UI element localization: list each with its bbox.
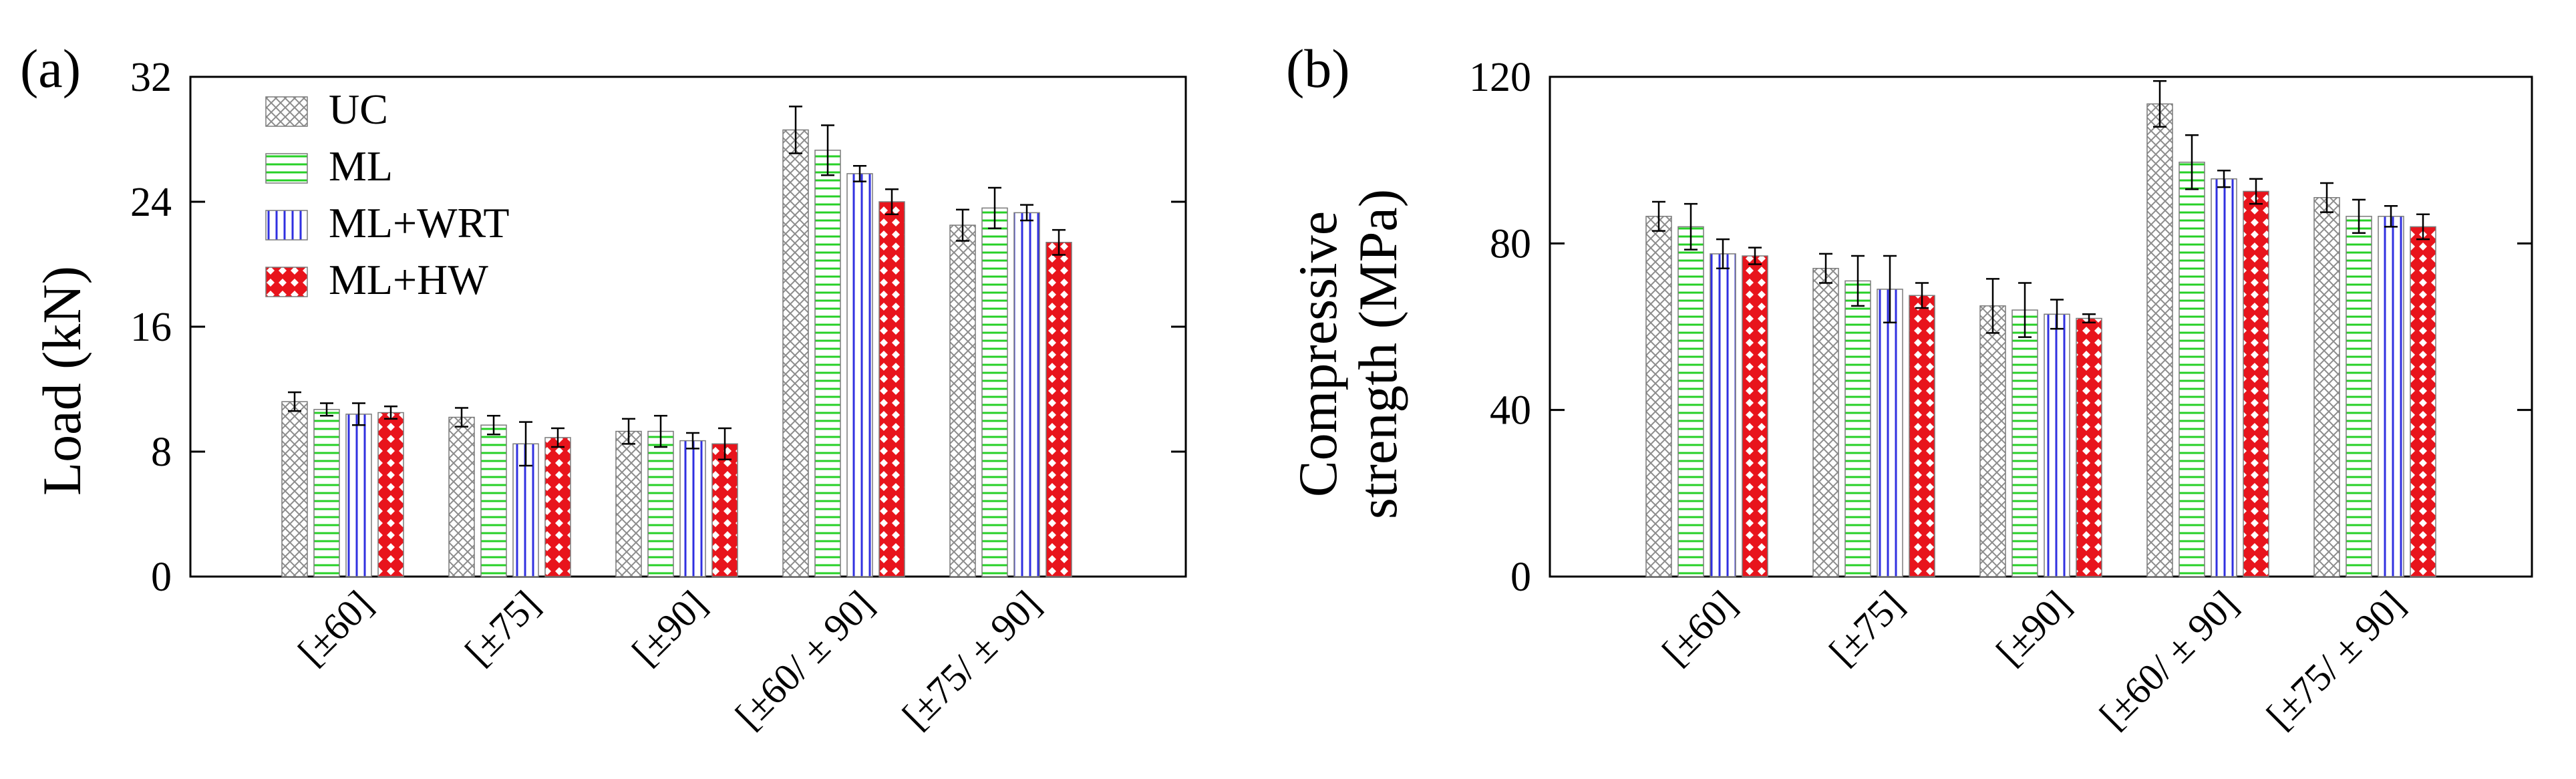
legend-label: UC [329,86,388,133]
y-axis-title-b-line1: Compressive [1287,211,1348,497]
y-tick-label: 40 [1490,388,1531,434]
legend: UC ML ML+WRT ML+HW [265,86,509,303]
panel-b: (b) Compressive strength (MPa) 04080120 … [1286,38,2533,737]
bar-ml-wrt-4 [2378,216,2404,577]
bar-ml-wrt-0 [1710,253,1736,577]
bar-ml-hw-4 [1045,242,1072,577]
x-category-label: [±90] [1987,582,2079,673]
bar-ml-hw-2 [2076,317,2102,577]
legend-label: ML [329,142,393,190]
bar-ml-2 [647,430,674,577]
y-tick-label: 24 [130,180,172,225]
x-category-label: [±75] [1820,582,1912,673]
bar-ml-2 [2011,309,2038,577]
y-axis-title-a: Load (kN) [31,266,92,496]
bar-ml-hw-4 [2410,226,2436,577]
y-tick-label: 16 [130,305,172,350]
x-category-label: [±60] [1653,582,1745,673]
bar-uc-3 [782,129,809,577]
x-category-label: [±90] [623,582,715,673]
plot-frame-b [1549,75,2533,578]
bar-ml-0 [313,409,340,577]
x-category-label: [±60/ ± 90] [727,582,882,737]
bar-uc-2 [615,430,642,577]
x-category-label: [±75/ ± 90] [2258,582,2413,737]
bar-ml-hw-3 [2243,190,2269,577]
bar-uc-3 [2146,103,2173,577]
bar-uc-0 [1645,216,1672,577]
y-tick-label: 80 [1490,221,1531,267]
bar-uc-1 [1812,267,1839,577]
panel-label-a: (a) [20,38,81,99]
bar-ml-4 [2346,216,2372,577]
y-ticks-a: 0 8 16 24 32 [130,55,1186,600]
bar-ml-3 [2179,162,2205,577]
x-category-label: [±60] [289,582,381,673]
y-tick-label: 0 [1510,555,1531,600]
bar-ml-hw-3 [878,201,905,577]
bar-ml-wrt-1 [512,443,539,577]
bar-ml-wrt-3 [2211,178,2237,577]
bar-ml-wrt-2 [679,440,706,577]
x-categories-a: [±60] [±75] [±90] [±60/ ± 90] [±75/ ± 90] [289,582,1049,737]
bar-uc-2 [1979,305,2006,577]
y-tick-label: 8 [151,430,172,475]
y-tick-label: 32 [130,55,172,100]
bar-uc-4 [949,224,976,577]
bars-b [1645,80,2436,577]
bar-ml-hw-0 [1742,255,1768,577]
bar-ml-3 [814,150,841,577]
bars-a [281,106,1072,577]
x-category-label: [±60/ ± 90] [2091,582,2246,737]
y-tick-label: 0 [151,555,172,600]
bar-ml-wrt-2 [2044,313,2070,577]
bar-ml-hw-1 [544,437,571,577]
bar-ml-wrt-1 [1877,289,1903,577]
y-tick-label: 120 [1469,55,1531,100]
bar-ml-wrt-3 [846,173,873,577]
bar-uc-4 [2313,197,2340,577]
legend-swatch-ml-wrt [265,210,308,241]
y-axis-title-b-line2: strength (MPa) [1347,189,1408,519]
legend-label: ML+WRT [329,199,509,247]
bar-ml-wrt-0 [345,414,372,577]
bar-ml-0 [1677,226,1704,577]
bar-ml-hw-1 [1909,295,1935,577]
bar-uc-0 [281,401,308,577]
legend-swatch-ml-hw [265,267,308,297]
x-categories-b: [±60] [±75] [±90] [±60/ ± 90] [±75/ ± 90] [1653,582,2413,737]
bar-ml-1 [480,424,507,577]
x-category-label: [±75] [456,582,548,673]
x-category-label: [±75/ ± 90] [894,582,1049,737]
bar-ml-4 [981,207,1008,577]
panel-label-b: (b) [1286,38,1350,99]
bar-ml-1 [1844,280,1871,577]
bar-ml-hw-2 [711,443,738,577]
bar-uc-1 [448,416,475,577]
y-ticks-b: 0 40 80 120 [1469,55,2532,600]
legend-label: ML+HW [329,256,488,303]
legend-swatch-uc [265,96,308,127]
bar-ml-hw-0 [377,412,404,577]
legend-swatch-ml [265,153,308,184]
bar-ml-wrt-4 [1013,212,1040,577]
